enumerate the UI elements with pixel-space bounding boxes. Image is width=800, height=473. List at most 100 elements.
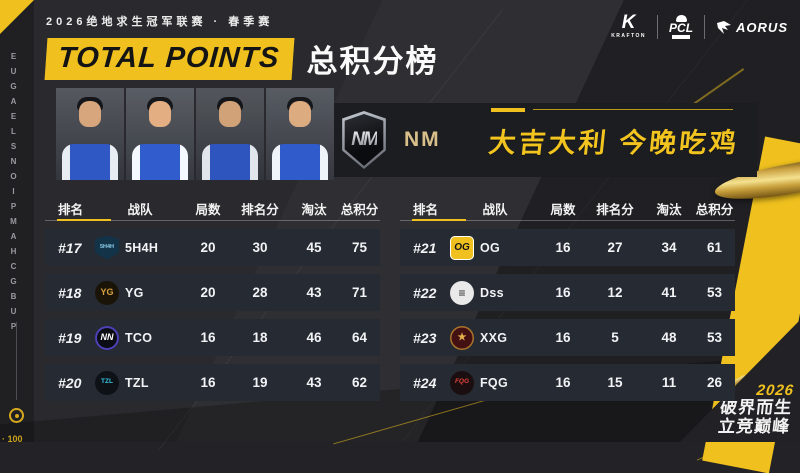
- team-name: OG: [480, 240, 501, 255]
- krafton-logo: K KRAFTON: [611, 12, 646, 39]
- col-rank: 排名: [413, 202, 439, 217]
- placement-cell: 18: [252, 330, 268, 345]
- games-cell: 16: [555, 285, 571, 300]
- rank-cell: #19: [58, 329, 82, 346]
- header-accent-underline: [57, 219, 111, 221]
- total-cell: 75: [351, 240, 368, 255]
- team-logo-icon: ★: [450, 325, 474, 350]
- player-photo: [126, 88, 194, 180]
- team-cell: FQG FQG: [450, 370, 540, 395]
- total-cell: 62: [351, 375, 368, 390]
- event-subtitle: 2026绝地求生冠军联赛 · 春季赛: [46, 16, 274, 28]
- pcl-logo: PCL: [669, 15, 693, 39]
- table-row: #24 FQG FQG 16 15 11 26: [400, 364, 735, 401]
- rank-cell: #24: [413, 374, 437, 391]
- header-accent-underline: [412, 219, 466, 221]
- player-photo: [196, 88, 264, 180]
- standings-table-left: 排名 战队 局数 排名分 淘汰 总积分 #17 5H4H 5H4H 20 30 …: [45, 196, 380, 401]
- slogan-line-accent: [532, 108, 733, 110]
- kills-cell: 43: [306, 285, 322, 300]
- table-header: 排名 战队 局数 排名分 淘汰 总积分: [400, 196, 735, 221]
- sidebar-strip: [0, 0, 34, 442]
- pcl-label: PCL: [669, 21, 694, 35]
- table-row: #19 NN TCO 16 18 46 64: [45, 319, 380, 356]
- placement-cell: 30: [252, 240, 268, 255]
- col-placement: 排名分: [241, 202, 279, 217]
- team-logo-icon: OG: [450, 235, 474, 260]
- col-kills: 淘汰: [656, 202, 682, 217]
- placement-cell: 15: [607, 375, 623, 390]
- col-total: 总积分: [340, 202, 379, 217]
- team-logo-icon: NN: [95, 325, 119, 350]
- team-cell: 5H4H 5H4H: [95, 235, 185, 260]
- pcl-helmet-icon: [675, 15, 687, 22]
- total-cell: 61: [706, 240, 723, 255]
- player-photos: [56, 88, 334, 180]
- table-row: #17 5H4H 5H4H 20 30 45 75: [45, 229, 380, 266]
- team-name: TZL: [125, 375, 149, 390]
- rank-cell: #17: [58, 239, 82, 256]
- sponsor-logos: K KRAFTON PCL AORUS: [611, 12, 788, 39]
- games-cell: 20: [200, 240, 216, 255]
- banner-slogan-wrap: 大吉大利 今晚吃鸡: [487, 107, 741, 160]
- krafton-k-icon: K: [621, 12, 636, 33]
- title-en: TOTAL POINTS: [44, 37, 295, 80]
- table-row: #20 TZL TZL 16 19 43 62: [45, 364, 380, 401]
- team-abbr: NM: [404, 128, 441, 151]
- team-cell: TZL TZL: [95, 370, 185, 395]
- team-cell: NN TCO: [95, 325, 185, 350]
- games-cell: 20: [200, 285, 216, 300]
- kills-cell: 46: [306, 330, 322, 345]
- team-cell: YG YG: [95, 280, 185, 305]
- team-logo-icon: 5H4H: [95, 235, 119, 260]
- total-cell: 71: [351, 285, 368, 300]
- aorus-eagle-icon: [717, 20, 732, 34]
- standings-table-right: 排名 战队 局数 排名分 淘汰 总积分 #21 OG OG 16 27 34 6…: [400, 196, 735, 401]
- player-photo: [56, 88, 124, 180]
- table-row: #23 ★ XXG 16 5 48 53: [400, 319, 735, 356]
- team-name: XXG: [480, 330, 508, 345]
- table-row: #22 ≡ Dss 16 12 41 53: [400, 274, 735, 311]
- games-cell: 16: [555, 240, 571, 255]
- team-logo-icon: TZL: [95, 370, 119, 395]
- page-title: TOTAL POINTS 总积分榜: [44, 36, 438, 81]
- rank-cell: #23: [413, 329, 437, 346]
- games-cell: 16: [555, 375, 571, 390]
- table-row: #18 YG YG 20 28 43 71: [45, 274, 380, 311]
- team-cell: OG OG: [450, 235, 540, 260]
- team-name: 5H4H: [125, 240, 159, 255]
- aorus-label: AORUS: [736, 19, 788, 35]
- team-logo-icon: YG: [95, 280, 119, 305]
- slogan-dash-accent: [490, 107, 525, 112]
- placement-cell: 19: [252, 375, 268, 390]
- kills-cell: 43: [306, 375, 322, 390]
- team-cell: ≡ Dss: [450, 280, 540, 305]
- placement-cell: 5: [611, 330, 619, 345]
- league-vertical-text: EUGAELSNOIPMAHCGBUP: [9, 52, 18, 337]
- placement-cell: 12: [607, 285, 623, 300]
- rank-cell: #20: [58, 374, 82, 391]
- placement-cell: 28: [252, 285, 268, 300]
- pcl-tagline-bar: [672, 35, 691, 39]
- rank-cell: #22: [413, 284, 437, 301]
- nm-team-logo-inner: NM: [344, 114, 384, 166]
- col-placement: 排名分: [596, 202, 634, 217]
- rank-cell: #21: [413, 239, 437, 256]
- rank-cell: #18: [58, 284, 82, 301]
- league-emblem-icon: [9, 408, 24, 423]
- nm-team-logo-icon: NM: [342, 111, 386, 169]
- placement-cell: 27: [607, 240, 623, 255]
- total-cell: 53: [706, 285, 723, 300]
- footer-slogan-line1: 破界而生: [719, 398, 794, 418]
- col-kills: 淘汰: [301, 202, 327, 217]
- kills-cell: 48: [661, 330, 677, 345]
- clipped-footer-text: · 100: [2, 434, 23, 444]
- total-cell: 53: [706, 330, 723, 345]
- team-name: FQG: [480, 375, 508, 390]
- col-team: 战队: [482, 202, 508, 217]
- table-header: 排名 战队 局数 排名分 淘汰 总积分: [45, 196, 380, 221]
- total-cell: 64: [351, 330, 368, 345]
- sponsor-divider: [704, 15, 706, 39]
- player-photo: [266, 88, 334, 180]
- kills-cell: 34: [661, 240, 677, 255]
